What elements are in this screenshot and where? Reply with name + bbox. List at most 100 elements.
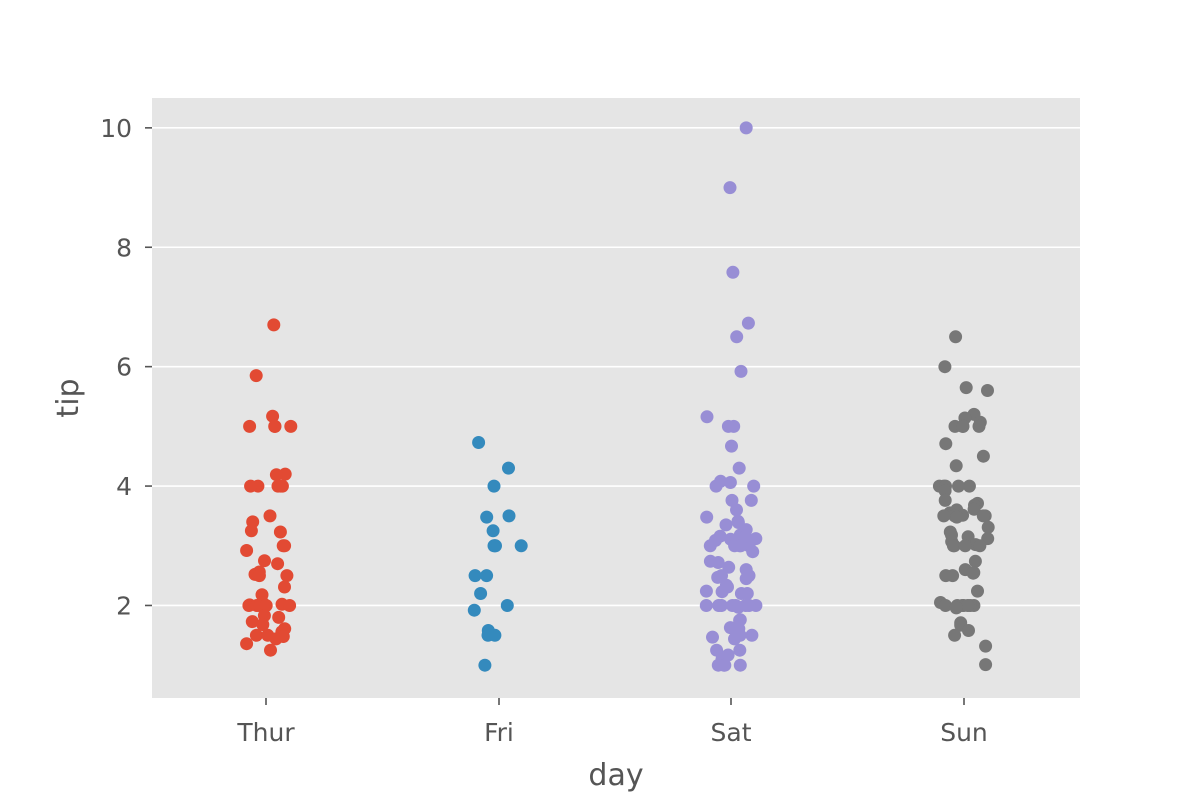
data-point-sat [739, 121, 753, 135]
data-point-sun [961, 599, 975, 612]
data-point-sun [959, 381, 973, 395]
data-point-thur [264, 643, 277, 657]
data-point-thur [276, 539, 290, 553]
data-point-fri [500, 599, 514, 612]
data-point-sat [699, 584, 713, 598]
data-point-fri [502, 509, 516, 523]
data-point-sun [966, 566, 980, 580]
y-tick-label: 2 [116, 591, 132, 620]
data-point-sun [962, 624, 975, 637]
data-point-sat [740, 587, 754, 600]
data-point-sat [733, 643, 747, 657]
data-point-sun [979, 639, 993, 653]
data-point-sat [700, 410, 714, 424]
data-point-sun [938, 484, 952, 498]
x-tick-label: Sun [940, 718, 988, 747]
data-point-sat [731, 600, 745, 614]
data-point-thur [259, 599, 273, 612]
data-point-fri [478, 658, 492, 672]
data-point-sat [730, 330, 744, 344]
y-tick-label: 6 [116, 353, 132, 382]
data-point-fri [480, 569, 494, 583]
data-point-sun [981, 520, 995, 534]
x-tick-label: Thur [236, 718, 295, 747]
y-tick-label: 10 [100, 114, 132, 143]
x-tick-label: Sat [711, 718, 752, 747]
data-point-sat [744, 493, 758, 507]
data-point-thur [269, 468, 283, 482]
gridlines [152, 127, 1080, 607]
data-point-fri [472, 436, 486, 449]
data-point-thur [284, 419, 298, 433]
data-point-sun [956, 419, 970, 433]
data-point-sun [971, 584, 984, 598]
data-point-sun [958, 539, 972, 553]
data-point-sat [734, 539, 748, 553]
data-point-thur [240, 544, 254, 557]
data-point-fri [488, 628, 502, 642]
data-point-thur [243, 419, 257, 433]
data-point-sun [938, 360, 952, 374]
x-tick-label: Fri [484, 718, 514, 747]
data-point-sat [711, 570, 725, 584]
data-point-sat [709, 479, 723, 493]
data-point-thur [274, 479, 288, 493]
data-point-fri [486, 524, 500, 538]
data-point-sun [937, 509, 951, 523]
data-point-sat [711, 556, 725, 569]
data-point-sun [981, 384, 994, 397]
data-point-fri [487, 479, 501, 493]
data-point-thur [269, 632, 283, 646]
data-point-sat [726, 265, 740, 279]
data-point-sun [938, 493, 952, 507]
data-point-sat [706, 630, 719, 644]
data-point-sun [952, 479, 965, 493]
data-point-thur [256, 618, 270, 632]
data-point-sun [972, 419, 986, 433]
data-point-sun [976, 509, 990, 523]
data-point-sun [949, 601, 963, 615]
data-point-sun [939, 437, 953, 451]
data-point-thur [244, 524, 258, 538]
data-point-sat [719, 518, 733, 532]
x-axis-label: day [588, 758, 643, 793]
data-point-thur [268, 419, 282, 433]
data-point-sun [962, 479, 976, 493]
data-point-sun [948, 628, 962, 642]
data-point-sat [715, 585, 729, 599]
data-point-thur [271, 557, 285, 571]
data-point-sat [703, 539, 717, 553]
data-point-thur [263, 509, 277, 523]
y-axis-label: tip [51, 378, 86, 417]
data-point-sat [745, 628, 759, 642]
data-point-sun [939, 599, 952, 612]
data-point-sat [711, 658, 725, 672]
data-point-sat [746, 545, 760, 559]
data-point-thur [280, 569, 294, 583]
data-point-sun [946, 539, 960, 553]
data-point-sun [939, 569, 953, 583]
data-point-thur [240, 637, 254, 651]
y-axis: 2 4 6 8 10 [100, 114, 152, 620]
data-point-fri [474, 587, 488, 600]
data-point-fri [480, 510, 494, 524]
data-point-sun [950, 510, 964, 524]
data-point-sat [739, 572, 753, 586]
data-point-fri [502, 461, 515, 475]
data-point-sat [734, 364, 748, 378]
data-point-sun [973, 539, 987, 553]
data-point-sat [747, 479, 761, 493]
data-point-sat [723, 476, 737, 489]
data-point-thur [278, 580, 291, 594]
data-point-thur [258, 554, 271, 568]
data-point-sat [741, 316, 755, 330]
data-point-sat [700, 510, 714, 524]
data-point-thur [252, 569, 266, 583]
data-point-thur [249, 369, 263, 383]
data-point-sat [730, 503, 743, 517]
y-tick-label: 8 [116, 233, 132, 262]
data-point-fri [468, 569, 482, 583]
data-point-sun [968, 554, 982, 568]
x-axis: Thur Fri Sat Sun [236, 698, 988, 747]
